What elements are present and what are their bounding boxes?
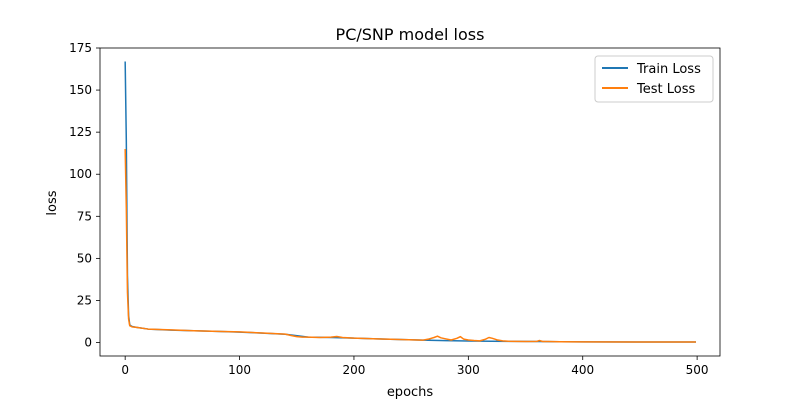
legend-label-train-loss: Train Loss bbox=[636, 62, 701, 77]
x-tick-label: 0 bbox=[121, 363, 129, 377]
y-tick-label: 50 bbox=[77, 251, 92, 265]
y-tick-label: 150 bbox=[69, 83, 92, 97]
x-tick-label: 200 bbox=[342, 363, 365, 377]
x-tick-label: 500 bbox=[686, 363, 709, 377]
legend: Train Loss Test Loss bbox=[594, 55, 714, 103]
axes-layer: 0 100 200 300 400 500 0 25 50 75 100 125 150 175 bbox=[69, 41, 721, 377]
x-axis-label: epochs bbox=[387, 385, 434, 400]
y-tick-label: 25 bbox=[77, 293, 92, 307]
y-tick-label: 75 bbox=[77, 209, 92, 223]
y-axis-label: loss bbox=[45, 190, 60, 215]
series-line-test-loss bbox=[124, 148, 696, 343]
y-tick-label: 0 bbox=[84, 336, 92, 350]
x-tick-label: 300 bbox=[457, 363, 480, 377]
y-tick-label: 125 bbox=[69, 125, 92, 139]
x-tick-label: 400 bbox=[571, 363, 594, 377]
legend-label-test-loss: Test Loss bbox=[636, 82, 695, 97]
series-layer bbox=[124, 61, 696, 343]
chart-title: PC/SNP model loss bbox=[336, 25, 485, 44]
y-tick-label: 175 bbox=[69, 41, 92, 55]
y-tick-label: 100 bbox=[69, 167, 92, 181]
x-tick-label: 100 bbox=[228, 363, 251, 377]
plot-frame bbox=[99, 47, 721, 357]
